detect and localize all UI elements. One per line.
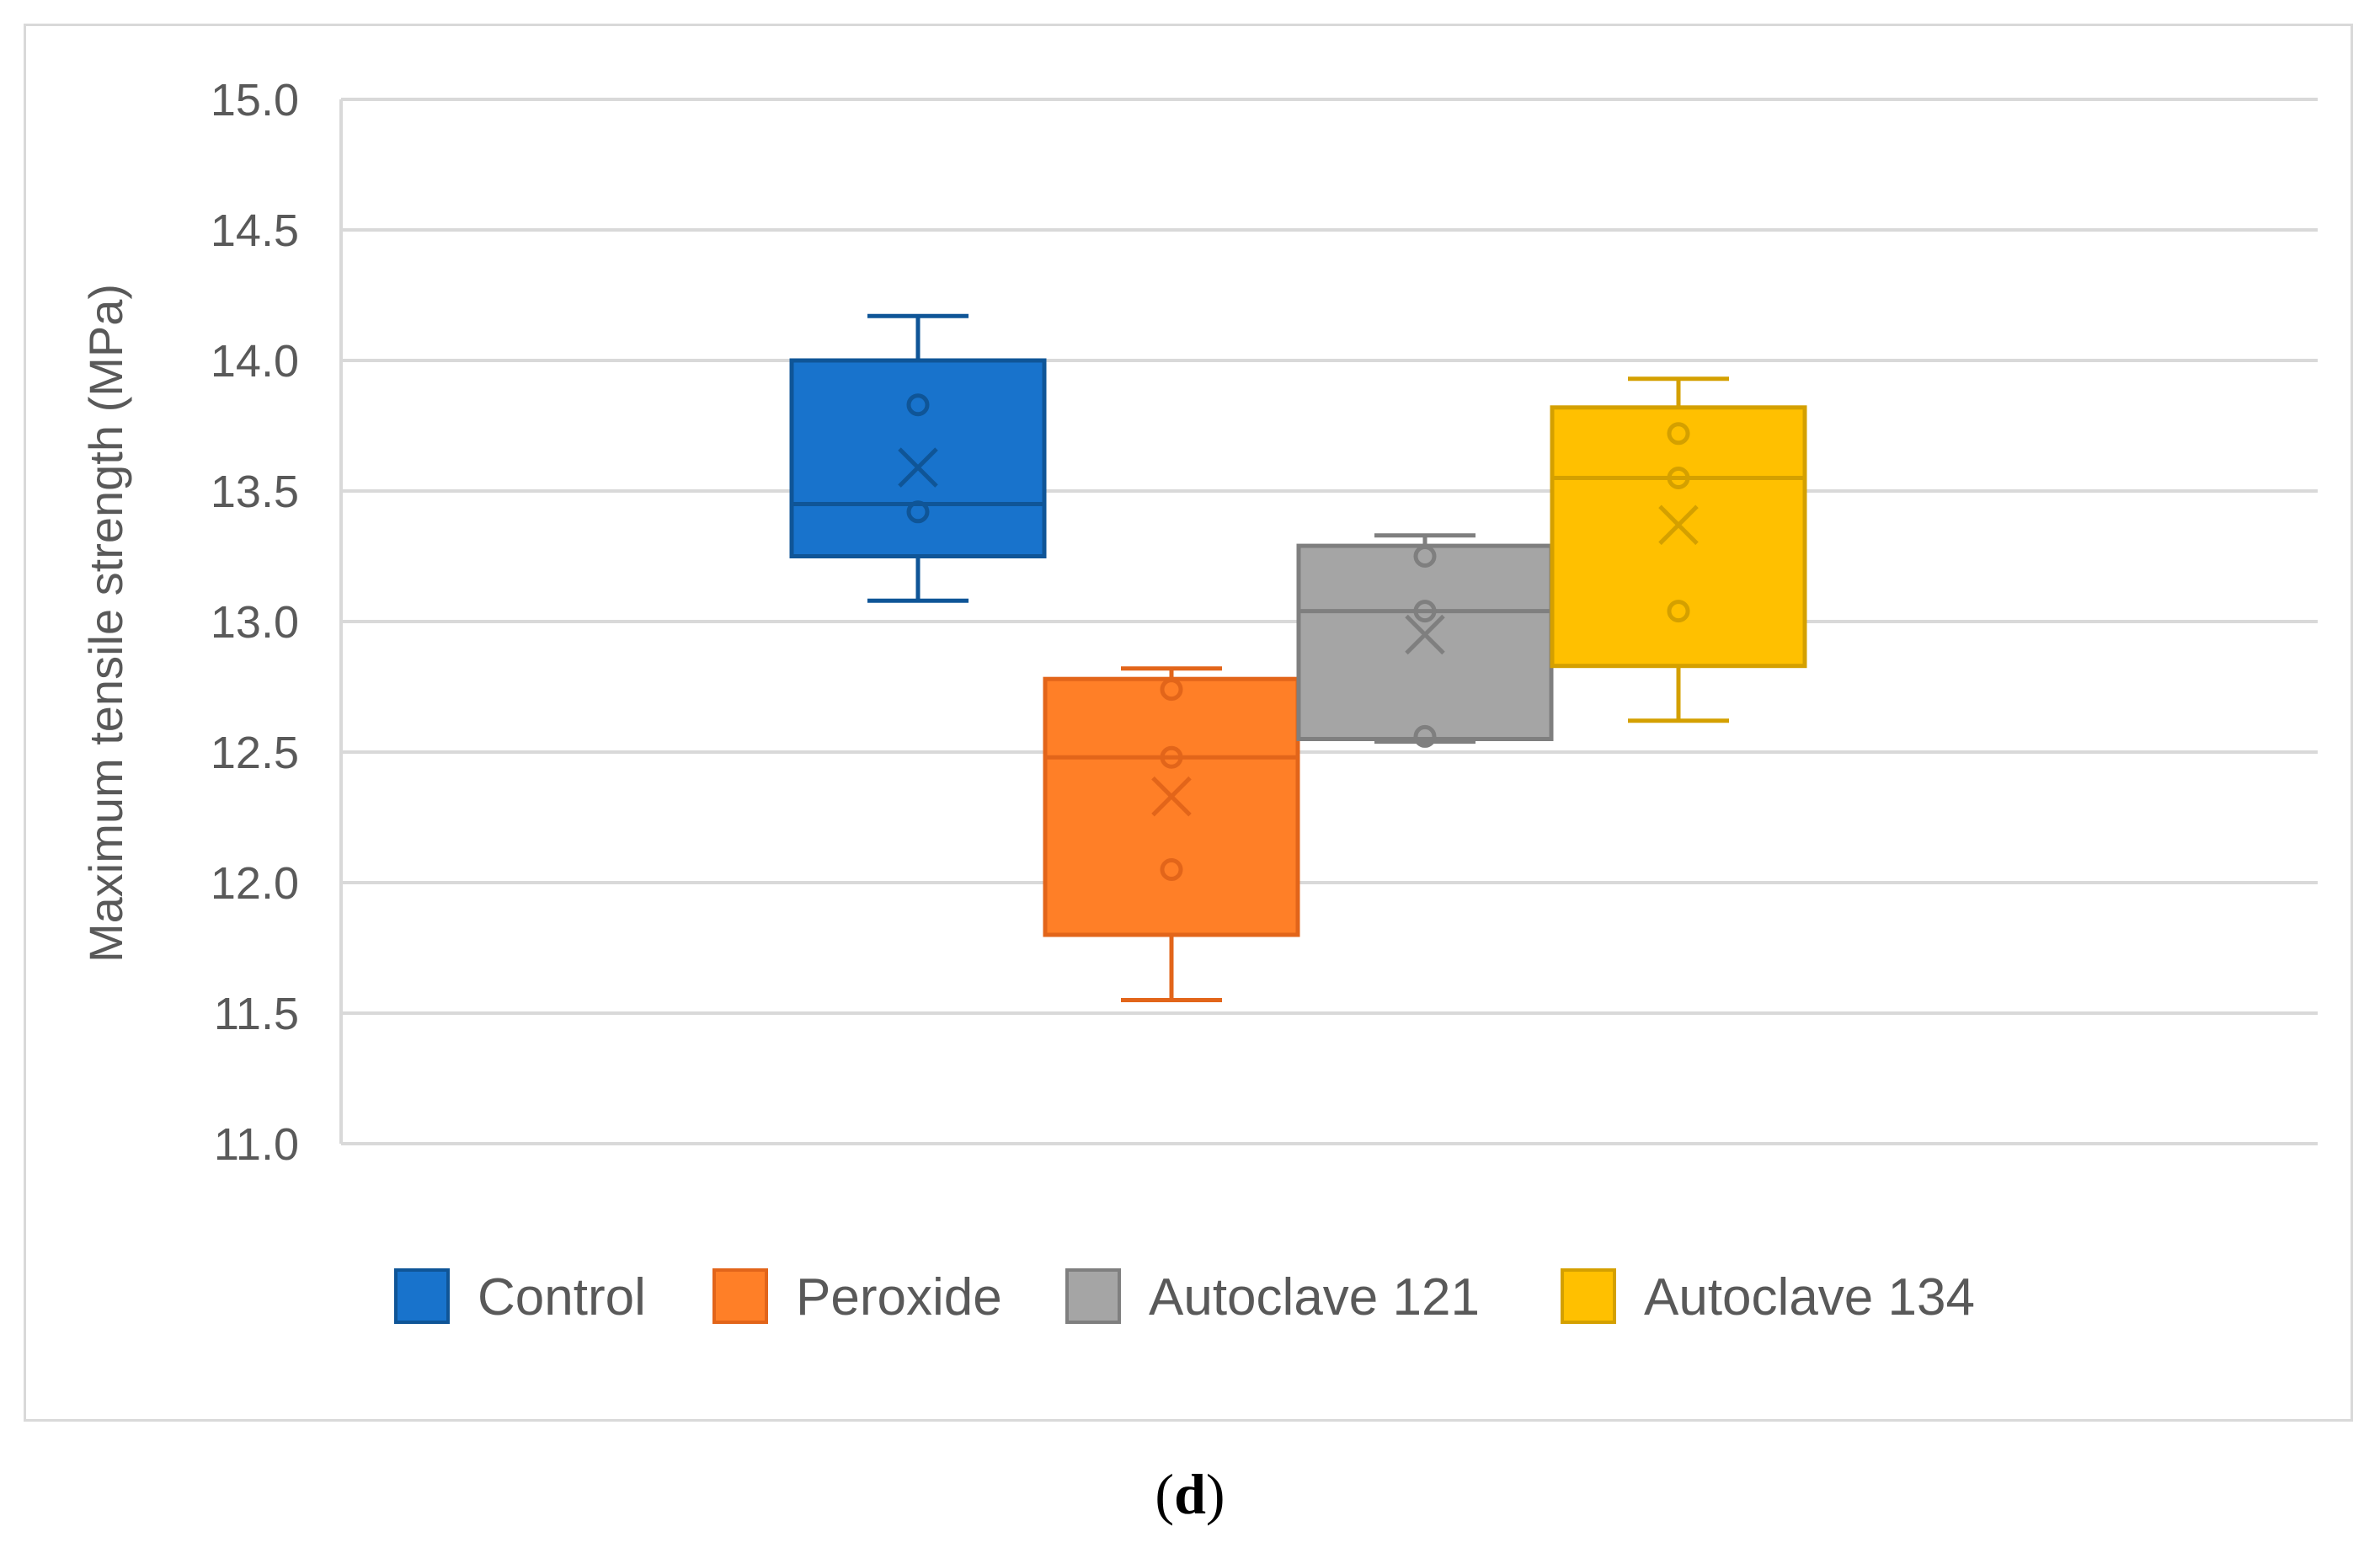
y-tick-label: 11.5	[214, 989, 299, 1039]
data-point	[1413, 545, 1437, 568]
boxes	[789, 313, 1807, 1002]
mean-marker	[1151, 776, 1192, 817]
y-tick-label: 13.5	[211, 467, 299, 517]
mean-marker-stroke	[898, 447, 938, 488]
legend-swatch	[394, 1268, 450, 1324]
caption-open-paren: (	[1155, 1462, 1175, 1526]
legend-item-peroxide: Peroxide	[712, 1268, 1002, 1326]
mean-marker-stroke	[1151, 776, 1192, 817]
legend-item-autoclave-134: Autoclave 134	[1561, 1268, 1975, 1326]
y-tick-label: 11.0	[214, 1119, 299, 1170]
iqr-box	[789, 358, 1047, 558]
data-point	[1160, 745, 1183, 769]
y-tick-label: 12.0	[211, 858, 299, 909]
y-tick-label: 14.0	[211, 336, 299, 387]
box-control	[789, 313, 1047, 603]
data-point	[1667, 600, 1690, 623]
data-point	[906, 500, 930, 524]
panel-caption: (d)	[0, 1461, 2380, 1528]
mean-marker	[1405, 614, 1445, 655]
legend-item-autoclave-121: Autoclave 121	[1065, 1268, 1480, 1326]
legend: Control Peroxide Autoclave 121 Autoclave 13…	[394, 1268, 1975, 1326]
legend-item-control: Control	[394, 1268, 646, 1326]
box-peroxide	[1043, 666, 1300, 1002]
data-point	[1667, 422, 1690, 446]
legend-swatch	[1561, 1268, 1616, 1324]
box-autoclave-121	[1296, 533, 1554, 748]
y-tick-label: 13.0	[211, 597, 299, 648]
mean-marker-stroke	[1405, 614, 1445, 655]
legend-swatch	[1065, 1268, 1121, 1324]
data-point	[1667, 467, 1690, 489]
legend-label: Autoclave 134	[1644, 1268, 1975, 1326]
data-point	[1160, 858, 1183, 881]
caption-letter: d	[1174, 1462, 1206, 1526]
box-autoclave-134	[1550, 376, 1807, 723]
data-point	[1413, 600, 1437, 623]
mean-marker	[1658, 504, 1699, 546]
mean-marker-stroke	[1658, 504, 1699, 546]
legend-label: Control	[478, 1268, 646, 1326]
iqr-box	[1296, 543, 1554, 741]
legend-label: Autoclave 121	[1149, 1268, 1480, 1326]
y-axis-title: Maximum tensile strength (MPa)	[79, 284, 132, 963]
legend-label: Peroxide	[796, 1268, 1002, 1326]
data-point	[1160, 678, 1183, 702]
y-tick-label: 14.5	[211, 205, 299, 256]
y-axis-tick-labels: 11.0 11.5 12.0 12.5 13.0 13.5 14.0 14.5 15.0	[211, 75, 299, 1170]
mean-marker	[898, 447, 938, 488]
data-point	[1413, 724, 1437, 748]
legend-swatch	[712, 1268, 768, 1324]
y-tick-label: 15.0	[211, 75, 299, 125]
iqr-box	[1550, 405, 1807, 669]
gridlines	[339, 98, 2318, 1145]
y-tick-label: 12.5	[211, 728, 299, 778]
caption-close-paren: )	[1205, 1462, 1225, 1526]
iqr-box	[1043, 676, 1300, 937]
data-point	[906, 393, 930, 417]
